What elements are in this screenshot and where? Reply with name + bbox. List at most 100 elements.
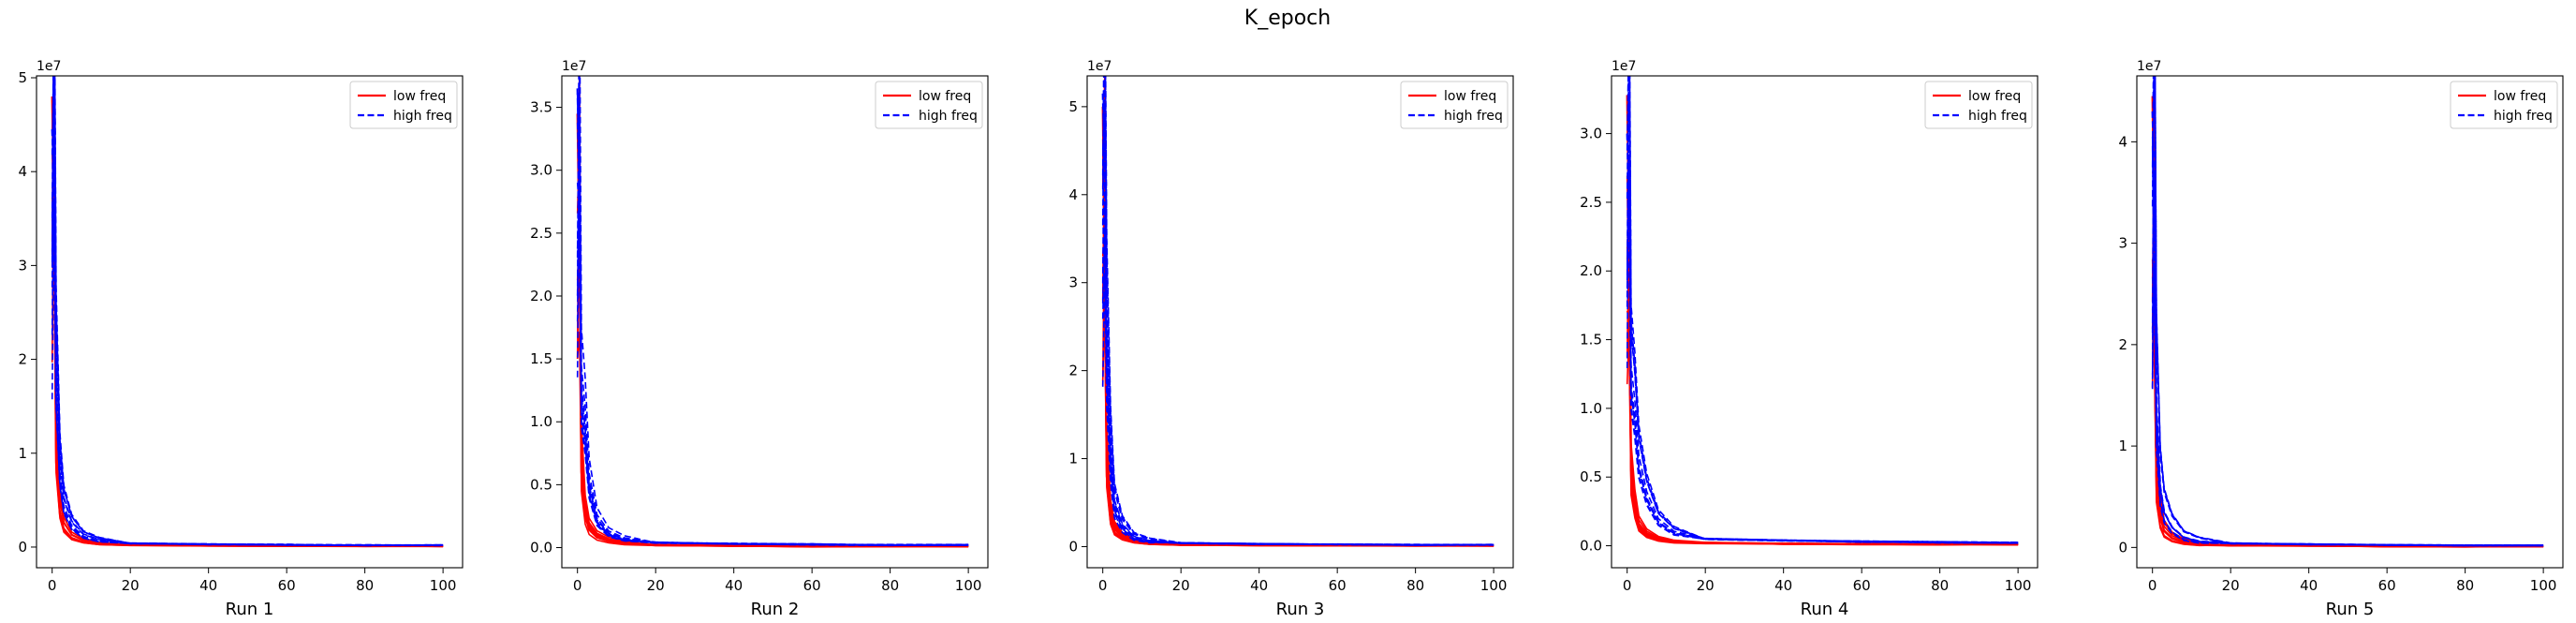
low-freq-line-trace-1 bbox=[2151, 96, 2544, 548]
x-axis-label: Run 4 bbox=[1801, 600, 1849, 619]
x-tick-label: 40 bbox=[1774, 577, 1792, 594]
x-tick-label: 60 bbox=[803, 577, 821, 594]
high-freq-line-trace-5 bbox=[576, 183, 969, 547]
high-freq-line-trace-6 bbox=[51, 76, 444, 546]
high-freq-line-trace-2 bbox=[1101, 121, 1494, 546]
y-tick-label: 1.0 bbox=[1580, 400, 1602, 417]
y-tick-label: 2 bbox=[1068, 363, 1078, 379]
high-freq-line-trace-3 bbox=[51, 201, 444, 546]
high-freq-line-trace-7 bbox=[51, 202, 444, 547]
x-tick-label: 80 bbox=[881, 577, 899, 594]
x-tick-label: 20 bbox=[647, 577, 665, 594]
legend-label-low-freq: low freq bbox=[919, 89, 971, 104]
x-tick-label: 60 bbox=[1853, 577, 1871, 594]
axes-frame bbox=[36, 75, 464, 569]
x-tick-label: 100 bbox=[955, 577, 982, 594]
y-tick-label: 0.5 bbox=[1580, 468, 1602, 485]
low-freq-line-trace-6 bbox=[51, 191, 444, 547]
axes-frame bbox=[561, 75, 989, 569]
high-freq-line-trace-1 bbox=[2151, 111, 2544, 547]
high-freq-line-trace-3 bbox=[2151, 146, 2544, 547]
legend-box bbox=[349, 81, 458, 129]
y-offset-label: 1e7 bbox=[1612, 59, 1636, 74]
y-tick-label: 1 bbox=[2118, 438, 2127, 454]
low-freq-line-trace-7 bbox=[576, 193, 969, 548]
low-freq-line-trace-1 bbox=[576, 113, 969, 548]
low-freq-line-trace-2 bbox=[51, 197, 444, 548]
high-freq-line-trace-6 bbox=[1101, 200, 1494, 546]
x-tick-label: 60 bbox=[1329, 577, 1347, 594]
high-freq-line-trace-1 bbox=[1626, 133, 2019, 544]
legend-label-high-freq: high freq bbox=[919, 109, 978, 124]
x-axis-label: Run 5 bbox=[2326, 600, 2375, 619]
y-tick-label: 1 bbox=[1068, 451, 1078, 467]
low-freq-line-trace-4 bbox=[51, 219, 444, 548]
low-freq-line-trace-3 bbox=[2151, 76, 2544, 548]
legend-box bbox=[875, 81, 983, 129]
x-tick-label: 0 bbox=[573, 577, 582, 594]
high-freq-line-trace-7 bbox=[1101, 273, 1494, 546]
low-freq-line-trace-6 bbox=[576, 243, 969, 548]
x-axis-label: Run 3 bbox=[1276, 600, 1325, 619]
low-freq-line-trace-6 bbox=[2151, 259, 2544, 548]
legend: low freq high freq bbox=[349, 81, 458, 129]
x-tick-label: 0 bbox=[2148, 577, 2157, 594]
high-freq-line-trace-1 bbox=[1101, 93, 1494, 546]
legend-label-low-freq: low freq bbox=[1444, 89, 1496, 104]
subplot-run-2: 0 20 40 60 80 100 0.0 0.5 1.0 1.5 2.0 2.5 3.0 3.5 1e7 R… bbox=[530, 59, 989, 619]
low-freq-line-trace-7 bbox=[2151, 171, 2544, 548]
x-axis-label: Run 1 bbox=[226, 600, 274, 619]
high-freq-line-trace-7 bbox=[576, 76, 969, 546]
y-tick-label: 4 bbox=[1068, 186, 1078, 203]
y-tick-label: 3 bbox=[18, 257, 27, 274]
low-freq-line-trace-7 bbox=[1626, 204, 2019, 545]
x-tick-label: 60 bbox=[2378, 577, 2396, 594]
y-offset-label: 1e7 bbox=[562, 59, 586, 74]
plot-area bbox=[51, 76, 444, 548]
axes-frame bbox=[1086, 75, 1514, 569]
low-freq-line-trace-5 bbox=[2152, 116, 2544, 548]
y-tick-label: 0.0 bbox=[1580, 538, 1602, 555]
high-freq-line-trace-3 bbox=[576, 93, 969, 547]
y-tick-label: 1 bbox=[18, 445, 27, 462]
plot-area bbox=[576, 76, 969, 548]
subplot-run-4: 0 20 40 60 80 100 0.0 0.5 1.0 1.5 2.0 2.5 3.0 1e7 Run … bbox=[1580, 59, 2039, 619]
y-tick-label: 2.5 bbox=[530, 225, 552, 242]
legend-label-low-freq: low freq bbox=[1968, 89, 2021, 104]
legend-label-high-freq: high freq bbox=[2494, 109, 2553, 124]
low-freq-line-trace-1 bbox=[1626, 95, 2019, 546]
legend: low freq high freq bbox=[1924, 81, 2033, 129]
legend: low freq high freq bbox=[875, 81, 983, 129]
y-tick-label: 2.0 bbox=[530, 288, 552, 304]
y-tick-label: 2 bbox=[18, 351, 27, 368]
x-tick-label: 100 bbox=[2530, 577, 2557, 594]
legend: low freq high freq bbox=[2450, 81, 2558, 129]
high-freq-line-trace-9 bbox=[1626, 94, 2019, 544]
high-freq-line-trace-6 bbox=[576, 169, 969, 546]
y-tick-label: 3.5 bbox=[530, 99, 552, 116]
axes-frame bbox=[2136, 75, 2564, 569]
low-freq-line-trace-4 bbox=[1626, 175, 2019, 545]
x-tick-label: 100 bbox=[1480, 577, 1508, 594]
x-tick-label: 20 bbox=[122, 577, 140, 594]
x-tick-label: 20 bbox=[1697, 577, 1715, 594]
high-freq-line-trace-5 bbox=[1101, 103, 1494, 546]
plot-area bbox=[2151, 76, 2544, 548]
y-tick-label: 4 bbox=[18, 163, 27, 180]
y-tick-label: 5 bbox=[1068, 98, 1078, 115]
high-freq-line-trace-5 bbox=[2151, 187, 2544, 547]
low-freq-line-trace-1 bbox=[1101, 106, 1494, 547]
high-freq-line-trace-2 bbox=[1626, 163, 2019, 544]
legend-label-high-freq: high freq bbox=[1968, 109, 2027, 124]
low-freq-line-trace-9 bbox=[51, 91, 444, 547]
y-offset-label: 1e7 bbox=[1087, 59, 1111, 74]
high-freq-line-trace-4 bbox=[1101, 230, 1494, 546]
y-tick-label: 5 bbox=[18, 69, 27, 86]
legend-box bbox=[1400, 81, 1509, 129]
y-tick-label: 2 bbox=[2118, 336, 2127, 353]
high-freq-line-trace-8 bbox=[576, 122, 969, 546]
y-tick-label: 2.0 bbox=[1580, 262, 1602, 279]
low-freq-line-trace-9 bbox=[1626, 246, 2019, 546]
low-freq-line-trace-5 bbox=[1101, 139, 1494, 547]
y-tick-label: 0.5 bbox=[530, 476, 552, 493]
